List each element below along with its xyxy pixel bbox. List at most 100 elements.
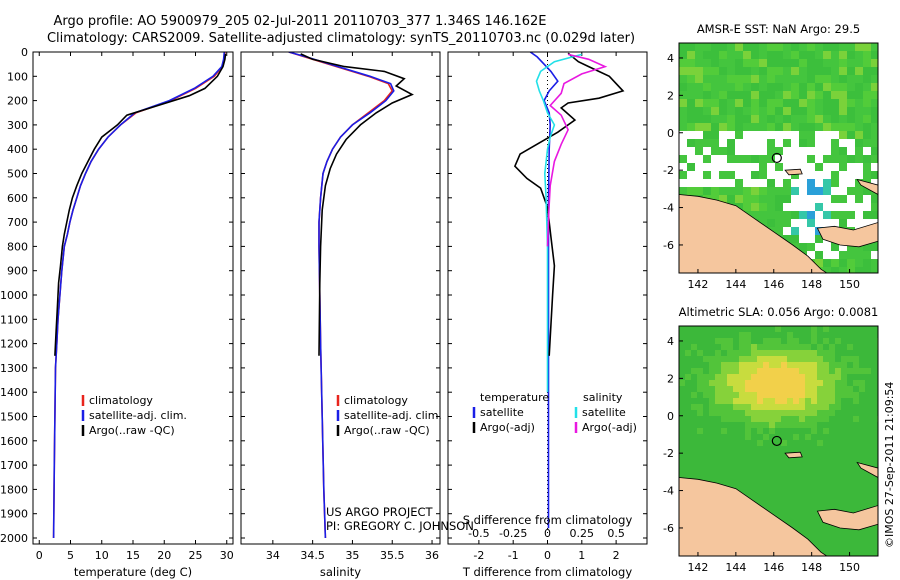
map-cell	[799, 440, 806, 447]
map-cell	[839, 115, 848, 124]
map-cell	[769, 398, 776, 405]
map-cell	[679, 83, 688, 92]
map-cell	[831, 259, 840, 268]
map-cell	[711, 155, 720, 164]
map-cell	[847, 434, 854, 441]
map-cell	[783, 67, 792, 76]
map-cell	[863, 43, 872, 52]
map-cell	[839, 187, 848, 196]
map-cell	[847, 416, 854, 423]
map-cell	[823, 404, 830, 411]
map-cell	[793, 374, 800, 381]
map-cell	[775, 398, 782, 405]
map-cell	[751, 428, 758, 435]
legend-label: satellite-adj. clim.	[89, 409, 187, 422]
map-cell	[715, 440, 722, 447]
map-cell	[783, 147, 792, 156]
map-cell	[719, 59, 728, 68]
map-cell	[811, 428, 818, 435]
map-cell	[831, 115, 840, 124]
map-cell	[745, 488, 752, 495]
map-cell	[727, 83, 736, 92]
map-cell	[823, 163, 832, 172]
map-cell	[855, 163, 864, 172]
map-cell	[739, 416, 746, 423]
map-cell	[835, 332, 842, 339]
map-cell	[745, 392, 752, 399]
map-cell	[863, 147, 872, 156]
map-cell	[775, 386, 782, 393]
map-cell	[763, 428, 770, 435]
map-cell	[805, 506, 812, 513]
map-cell	[751, 476, 758, 483]
map-cell	[775, 107, 784, 116]
map-cell	[739, 374, 746, 381]
map-cell	[871, 131, 878, 140]
s-tick-label: 0.25	[570, 527, 595, 540]
map-cell	[799, 530, 806, 537]
map-cell	[793, 494, 800, 501]
map-cell	[709, 362, 716, 369]
map-cell	[839, 259, 848, 268]
map-cell	[751, 59, 760, 68]
map-cell	[871, 243, 878, 252]
map-cell	[811, 506, 818, 513]
y-tick-label: 1200	[0, 338, 28, 351]
map-cell	[757, 392, 764, 399]
map-cell	[775, 374, 782, 381]
map-cell	[871, 428, 878, 435]
map-cell	[841, 500, 848, 507]
map-cell	[817, 500, 824, 507]
map-cell	[841, 392, 848, 399]
map-cell	[751, 332, 758, 339]
map-cell	[865, 422, 872, 429]
map-cell	[853, 392, 860, 399]
map-cell	[715, 410, 722, 417]
map-cell	[847, 211, 856, 220]
map-cell	[727, 380, 734, 387]
map-cell	[859, 530, 866, 537]
map-cell	[841, 446, 848, 453]
map-cell	[759, 187, 768, 196]
map-cell	[823, 115, 832, 124]
map-cell	[769, 374, 776, 381]
map-cell	[733, 476, 740, 483]
map-cell	[799, 51, 808, 60]
map-cell	[831, 211, 840, 220]
map-cell	[743, 139, 752, 148]
map-cell	[703, 147, 712, 156]
map-cell	[721, 356, 728, 363]
map-cell	[721, 458, 728, 465]
map-cell	[863, 187, 872, 196]
map-cell	[679, 344, 686, 351]
map-cell	[855, 43, 864, 52]
map-cell	[751, 416, 758, 423]
map-cell	[733, 350, 740, 357]
map-cell	[799, 368, 806, 375]
map-cell	[823, 326, 830, 333]
map-cell	[721, 326, 728, 333]
map-cell	[859, 386, 866, 393]
map-cell	[791, 123, 800, 132]
map-cell	[767, 123, 776, 132]
map-cell	[847, 338, 854, 345]
map-cell	[835, 338, 842, 345]
map-cell	[721, 470, 728, 477]
map-cell	[703, 59, 712, 68]
map-cell	[679, 59, 688, 68]
map-cell	[871, 386, 878, 393]
map-cell	[715, 386, 722, 393]
map-cell	[715, 476, 722, 483]
map-cell	[847, 380, 854, 387]
map-cell	[865, 470, 872, 477]
map-cell	[791, 235, 800, 244]
map-cell	[727, 434, 734, 441]
map-cell	[823, 139, 832, 148]
map-cell	[685, 404, 692, 411]
map-cell	[791, 115, 800, 124]
map-cell	[703, 362, 710, 369]
map-cell	[847, 350, 854, 357]
map-cell	[863, 99, 872, 108]
map-cell	[835, 362, 842, 369]
